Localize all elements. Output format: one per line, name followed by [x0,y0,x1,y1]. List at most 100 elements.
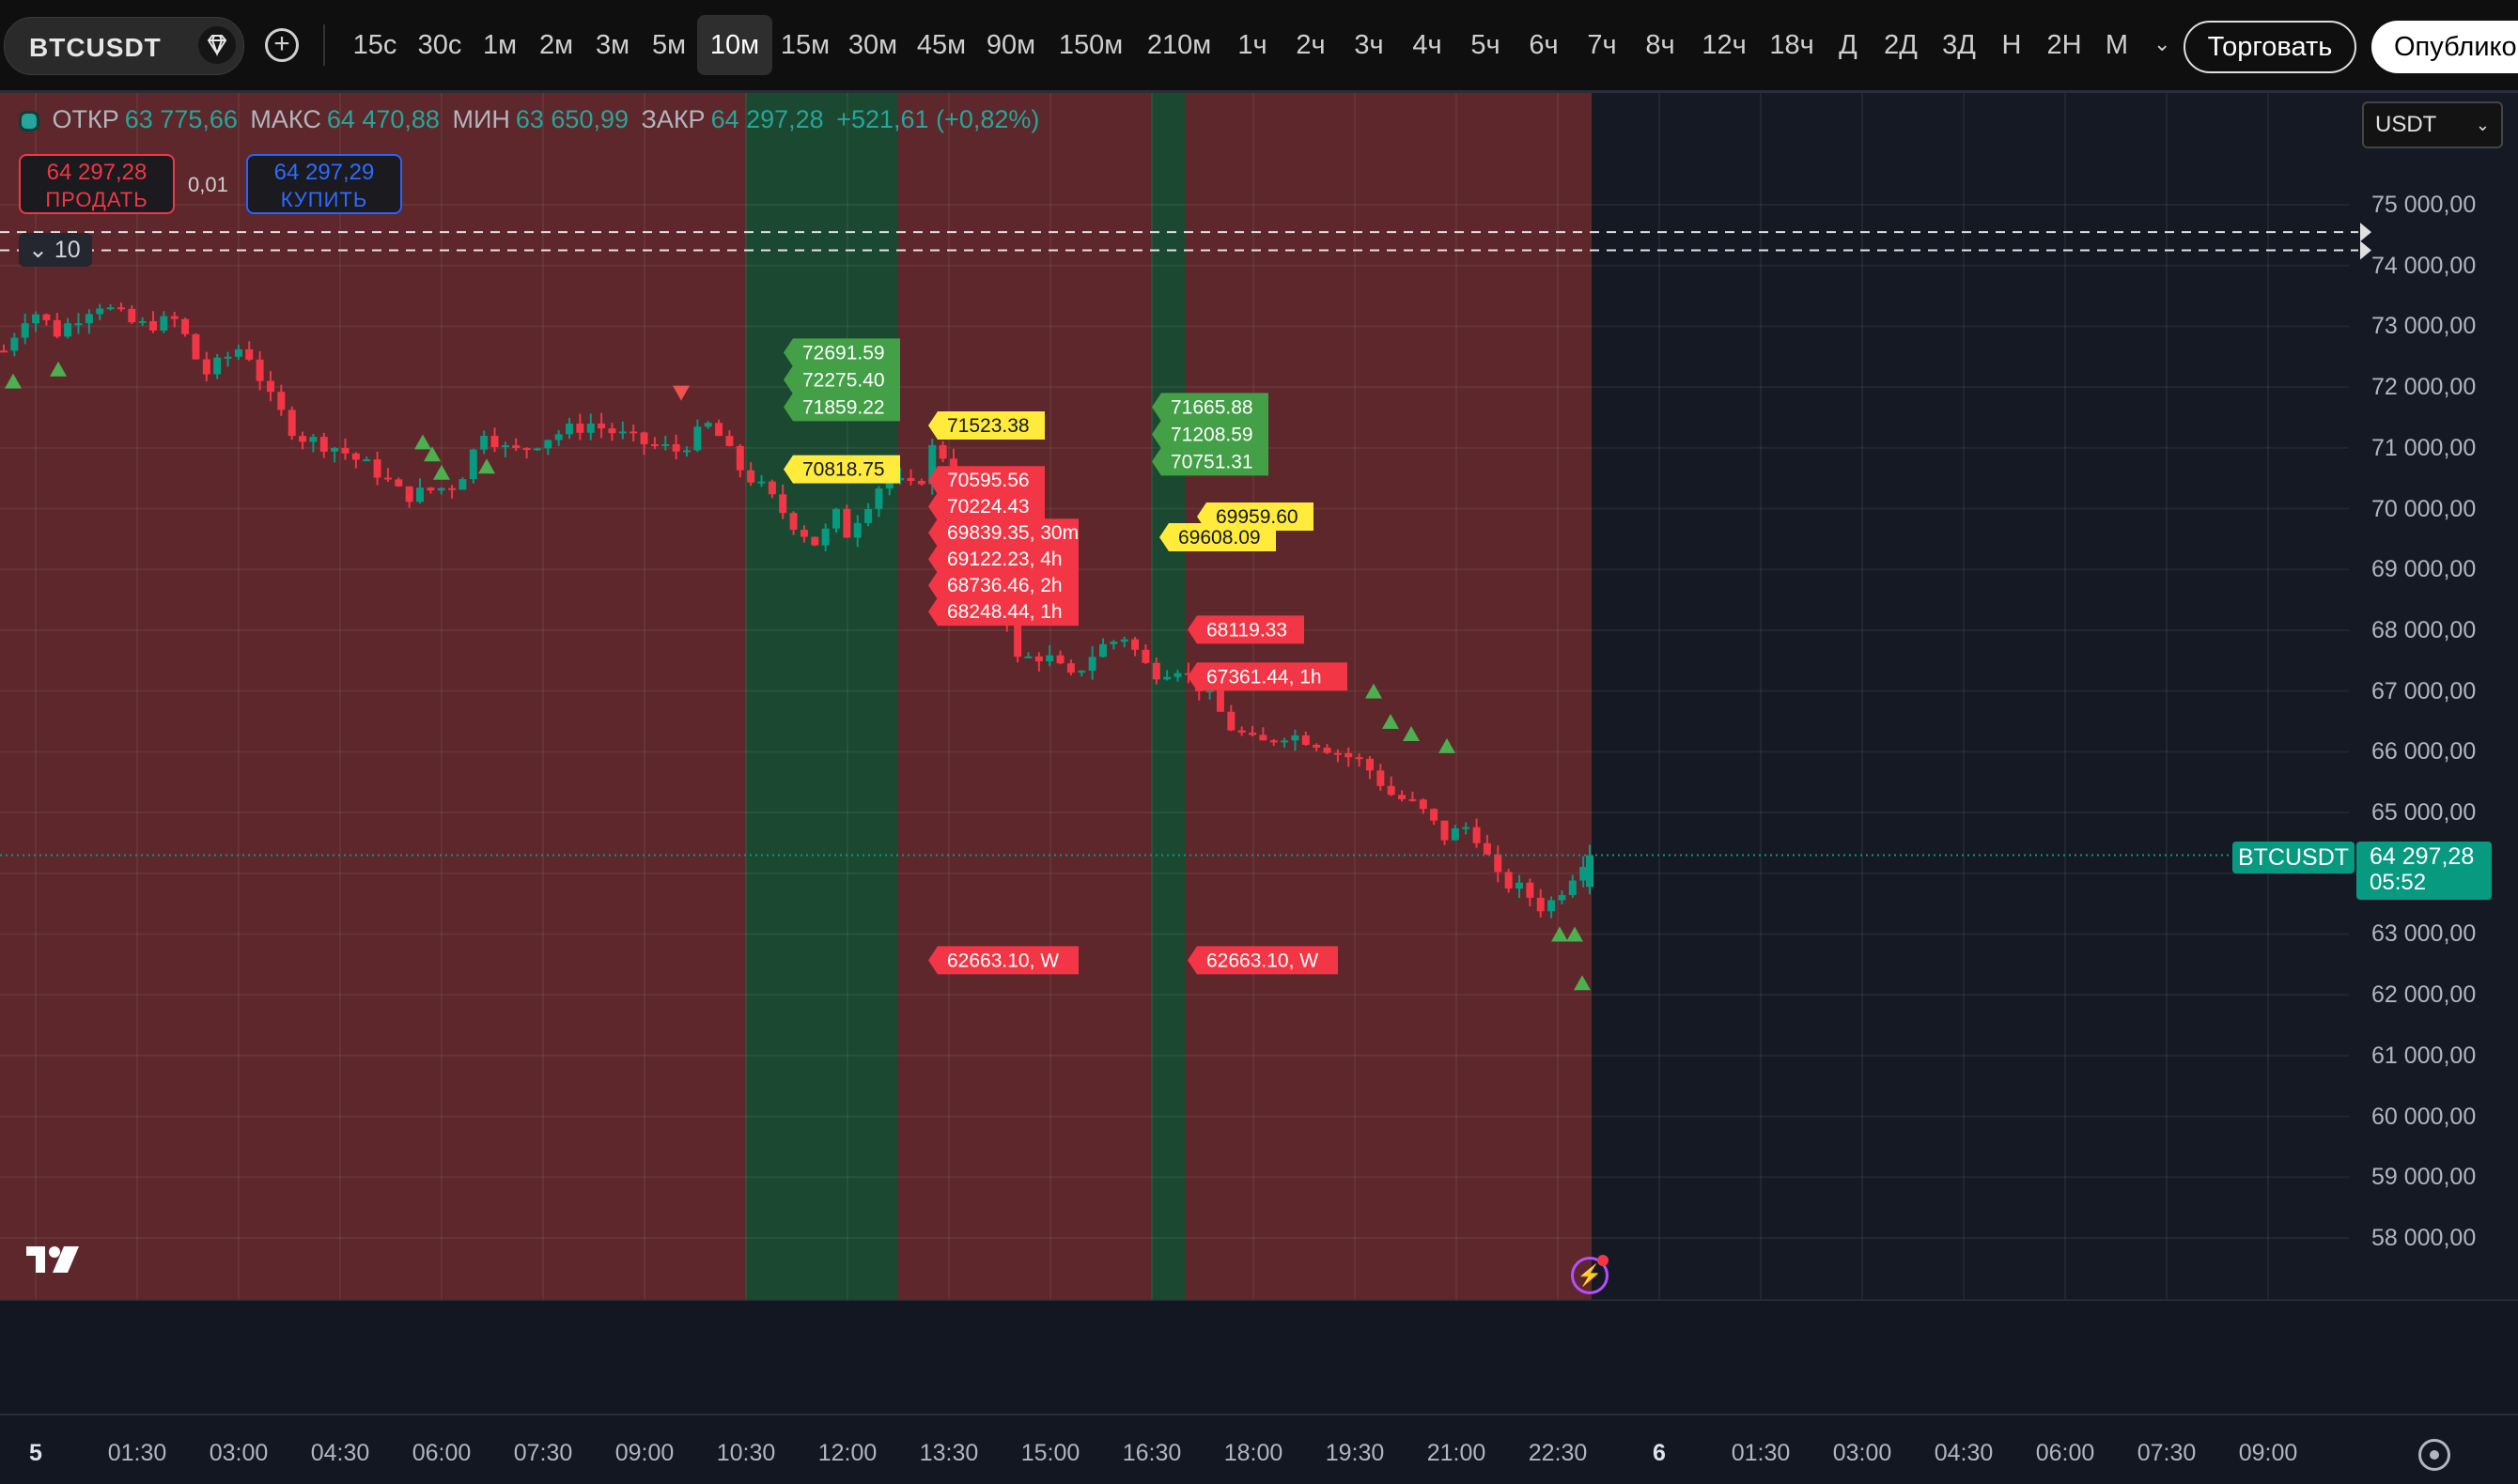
candle-body [672,443,680,452]
interval-10[interactable]: 90м [986,30,1036,60]
diamond-icon[interactable] [198,26,236,64]
interval-22[interactable]: 18ч [1769,30,1814,60]
interval-26[interactable]: Н [2001,30,2022,60]
add-symbol-button[interactable]: + [265,28,299,62]
price-annotation[interactable]: 68119.33 [1188,615,1304,644]
lightning-alert-icon[interactable]: ⚡ [1571,1257,1609,1294]
price-annotation[interactable]: 72275.40 [784,365,900,394]
annotation-bg [1159,523,1276,552]
trade-button[interactable]: Торговать [2184,21,2356,73]
interval-0[interactable]: 15с [352,30,397,60]
buy-button[interactable]: 64 297,29 КУПИТЬ [246,154,402,214]
interval-19[interactable]: 7ч [1587,30,1617,60]
publish-button[interactable]: Опублико [2371,21,2518,73]
candle-body [1237,730,1246,734]
interval-1[interactable]: 30с [417,30,462,60]
annotation-bg [784,338,900,367]
candle-body [1515,882,1524,889]
gear-icon[interactable] [2418,1439,2450,1471]
interval-15[interactable]: 3ч [1354,30,1384,60]
time-axis-label: 6 [1653,1440,1666,1466]
interval-27[interactable]: 2Н [2046,30,2082,60]
candle-body [1355,757,1363,760]
candle-body [1120,639,1128,642]
interval-13[interactable]: 1ч [1237,30,1267,60]
interval-23[interactable]: Д [1839,30,1857,60]
interval-24[interactable]: 2Д [1884,30,1918,60]
price-annotation[interactable]: 69122.23, 4h [928,545,1079,574]
price-annotation[interactable]: 62663.10, W [928,946,1079,975]
interval-6[interactable]: 10м [697,15,772,75]
candle-body [1088,657,1096,672]
candle-body [736,445,744,471]
price-axis-label: 60 000,00 [2371,1103,2477,1130]
interval-12[interactable]: 210м [1146,30,1212,60]
market-status-icon[interactable] [19,110,39,131]
price-annotation[interactable]: 70224.43 [928,492,1045,521]
price-annotation[interactable]: 72691.59 [784,338,900,367]
interval-8[interactable]: 30м [847,30,898,60]
time-axis[interactable]: 5 01:30 03:00 04:30 06:00 07:30 09:00 10:30 12:0… [0,1414,2518,1484]
chart-pane[interactable]: 72691.59 72275.40 71859.22 71665.88 71208.59… [0,93,2518,1301]
price-annotation[interactable]: 71665.88 [1152,393,1268,422]
interval-7[interactable]: 15м [780,30,831,60]
interval-14[interactable]: 2ч [1296,30,1326,60]
price-annotation[interactable]: 69608.09 [1159,523,1276,552]
price-axis-label: 65 000,00 [2371,799,2477,827]
interval-28[interactable]: М [2105,30,2129,60]
interval-17[interactable]: 5ч [1470,30,1500,60]
price-annotation[interactable]: 71208.59 [1152,420,1268,449]
price-annotation[interactable]: 68736.46, 2h [928,571,1079,600]
high-label: МАКС [250,105,321,133]
price-chart[interactable]: 72691.59 72275.40 71859.22 71665.88 71208.59… [0,93,2518,1301]
candle-body [1344,752,1353,758]
level-marker [2360,240,2371,260]
candle-body [661,443,670,446]
candle-body [618,431,627,434]
chevron-down-icon: ⌄ [2475,116,2490,134]
time-axis-label: 01:30 [1731,1440,1791,1466]
price-annotation[interactable]: 70751.31 [1152,447,1268,476]
candle-body [245,348,254,360]
price-annotation[interactable]: 62663.10, W [1188,946,1338,975]
candle-body [1451,827,1459,841]
session-zone [746,93,898,1301]
price-annotation[interactable]: 71859.22 [784,393,900,422]
buy-signal-icon [50,361,67,377]
indicators-collapse-toggle[interactable]: ⌄ 10 [19,233,92,267]
price-annotation[interactable]: 70818.75 [784,455,900,484]
candle-body [1249,733,1257,735]
price-annotation[interactable]: 69839.35, 30m [928,518,1079,548]
sell-button[interactable]: 64 297,28 ПРОДАТЬ [19,154,175,214]
candle-body [10,337,19,351]
price-annotation[interactable]: 67361.44, 1h [1188,662,1347,691]
annotation-bg [1188,615,1304,644]
interval-3[interactable]: 2м [538,30,574,60]
candle-body [501,445,509,448]
interval-21[interactable]: 12ч [1702,30,1747,60]
interval-9[interactable]: 45м [916,30,967,60]
interval-25[interactable]: 3Д [1942,30,1976,60]
candle-body [149,320,158,331]
interval-2[interactable]: 1м [482,30,518,60]
session-zone [1152,93,1186,1301]
time-axis-label: 07:30 [513,1440,573,1466]
annotation-text: 70751.31 [1171,451,1253,472]
symbol-search-button[interactable]: BTCUSDT [4,17,244,75]
price-annotation[interactable]: 68248.44, 1h [928,597,1079,626]
chevron-down-icon[interactable]: ⌄ [2153,32,2171,55]
candle-body [1046,655,1054,662]
time-axis-label: 01:30 [107,1440,167,1466]
candle-body [85,314,93,324]
price-annotation[interactable]: 70595.56 [928,466,1045,495]
interval-11[interactable]: 150м [1058,30,1124,60]
interval-18[interactable]: 6ч [1529,30,1559,60]
currency-select[interactable]: USDT ⌄ [2362,101,2503,148]
price-annotation[interactable]: 71523.38 [928,411,1045,440]
candle-body [715,423,723,437]
interval-20[interactable]: 8ч [1645,30,1675,60]
interval-16[interactable]: 4ч [1412,30,1442,60]
interval-5[interactable]: 5м [651,30,687,60]
interval-4[interactable]: 3м [595,30,630,60]
tradingview-logo[interactable] [24,1240,90,1287]
